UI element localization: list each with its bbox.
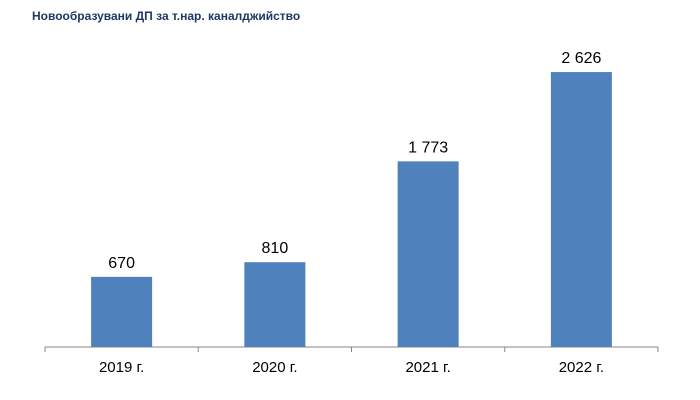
data-label-3: 1 773 [408, 139, 448, 156]
chart-title: Новообразувани ДП за т.нар. каналджийств… [32, 9, 301, 23]
x-tick-label-2: 2020 г. [252, 359, 297, 376]
x-tick-label-3: 2021 г. [405, 359, 450, 376]
bar-4 [550, 72, 612, 347]
data-label-4: 2 626 [561, 50, 601, 67]
bar-1 [91, 276, 153, 347]
x-tick-label-4: 2022 г. [559, 359, 604, 376]
data-label-2: 810 [262, 240, 289, 257]
x-tick-label-1: 2019 г. [99, 359, 144, 376]
bar-2 [244, 262, 306, 347]
bar-3 [397, 161, 459, 347]
data-label-1: 670 [108, 255, 135, 272]
